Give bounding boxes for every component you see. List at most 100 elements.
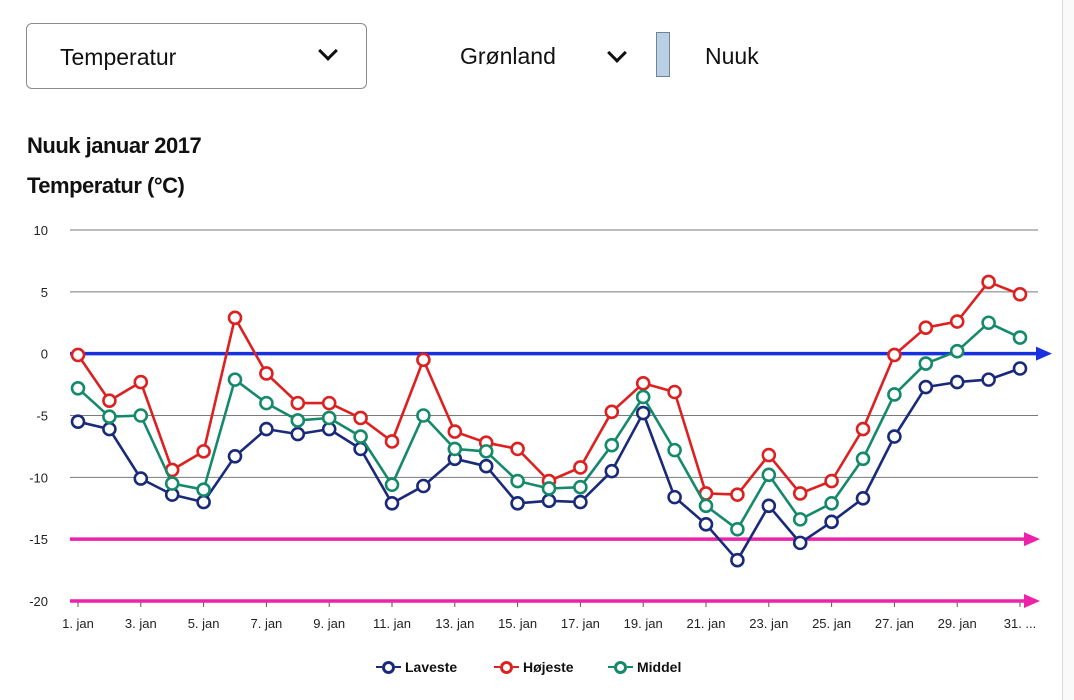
data-point[interactable] [918,379,934,395]
data-point[interactable] [635,376,651,391]
data-point[interactable] [792,486,808,501]
data-point[interactable] [792,512,808,527]
data-point[interactable] [447,424,463,439]
data-point[interactable] [102,409,117,425]
data-point[interactable] [824,473,839,489]
data-point[interactable] [290,395,306,411]
data-point[interactable] [667,384,682,400]
data-point[interactable] [133,471,149,486]
data-point[interactable] [541,493,557,509]
data-point[interactable] [698,517,714,532]
data-point[interactable] [290,426,306,442]
data-point[interactable] [416,478,431,494]
data-point[interactable] [102,393,117,408]
data-point[interactable] [949,374,965,390]
legend-item-laveste[interactable]: Laveste [376,656,457,678]
legend-line [608,665,614,669]
data-point[interactable] [1012,361,1028,376]
y-tick-label: -20 [29,594,48,609]
data-point[interactable] [573,494,588,510]
data-point[interactable] [196,482,211,498]
data-point[interactable] [949,343,965,359]
data-point[interactable] [730,521,745,537]
data-point[interactable] [290,413,306,428]
data-point[interactable] [887,347,902,363]
data-point[interactable] [635,389,651,405]
data-point[interactable] [824,514,839,530]
data-point[interactable] [227,372,243,387]
data-point[interactable] [604,463,620,479]
data-point[interactable] [730,552,745,568]
data-point[interactable] [510,441,525,457]
data-point[interactable] [510,496,525,511]
data-point[interactable] [227,310,243,326]
station-label[interactable]: Nuuk [705,43,759,69]
data-point[interactable] [259,421,274,437]
data-point[interactable] [70,380,86,396]
data-point[interactable] [667,442,682,458]
data-point[interactable] [981,372,996,387]
data-point[interactable] [730,487,745,502]
data-point[interactable] [102,421,117,437]
y-tick-label: -5 [36,409,48,424]
legend-item-middel[interactable]: Middel [608,656,681,678]
data-point[interactable] [855,421,871,437]
data-point[interactable] [855,451,871,467]
data-point[interactable] [604,404,620,420]
data-point[interactable] [1012,287,1028,302]
data-point[interactable] [855,491,871,506]
data-point[interactable] [887,387,902,402]
data-point[interactable] [761,498,777,514]
data-point[interactable] [667,489,682,505]
data-point[interactable] [604,437,620,453]
data-point[interactable] [353,410,368,426]
data-point[interactable] [227,449,243,464]
data-point[interactable] [70,414,86,429]
x-tick-label: 9. jan [313,616,345,631]
data-point[interactable] [761,467,777,483]
data-point[interactable] [510,473,525,489]
region-select[interactable]: Grønland [460,43,556,69]
reference-lines [70,346,1052,608]
data-point[interactable] [384,496,400,511]
data-point[interactable] [981,315,996,331]
data-point[interactable] [698,498,714,514]
data-point[interactable] [887,429,902,444]
data-point[interactable] [573,460,588,475]
data-point[interactable] [981,274,996,290]
data-point[interactable] [321,395,337,411]
data-point[interactable] [133,408,149,423]
data-point[interactable] [761,447,777,463]
data-point[interactable] [353,429,368,444]
data-point[interactable] [918,320,934,335]
x-tick-label: 1. jan [62,616,94,631]
data-point[interactable] [321,410,337,426]
data-point[interactable] [196,494,211,510]
data-point[interactable] [447,441,463,457]
data-point[interactable] [792,535,808,551]
data-point[interactable] [259,366,274,381]
data-point[interactable] [164,476,180,491]
data-point[interactable] [573,479,588,495]
data-point[interactable] [1012,330,1028,345]
x-tick-label: 21. jan [686,616,725,631]
data-point[interactable] [196,444,211,459]
data-point[interactable] [541,481,557,496]
data-point[interactable] [259,395,274,411]
data-point[interactable] [478,444,494,459]
data-point[interactable] [384,477,400,493]
data-point[interactable] [416,408,431,423]
legend-item-hojeste[interactable]: Højeste [494,656,574,678]
data-point[interactable] [384,434,400,449]
x-tick-label: 15. jan [498,616,537,631]
data-point[interactable] [133,374,149,390]
data-point[interactable] [635,405,651,421]
data-point[interactable] [824,496,839,511]
variable-select[interactable]: Temperatur [26,23,367,89]
data-point[interactable] [70,347,86,363]
data-point[interactable] [918,356,934,371]
data-point[interactable] [478,458,494,474]
data-point[interactable] [416,352,431,368]
data-point[interactable] [949,314,965,329]
reference-arrowhead [1024,594,1040,608]
